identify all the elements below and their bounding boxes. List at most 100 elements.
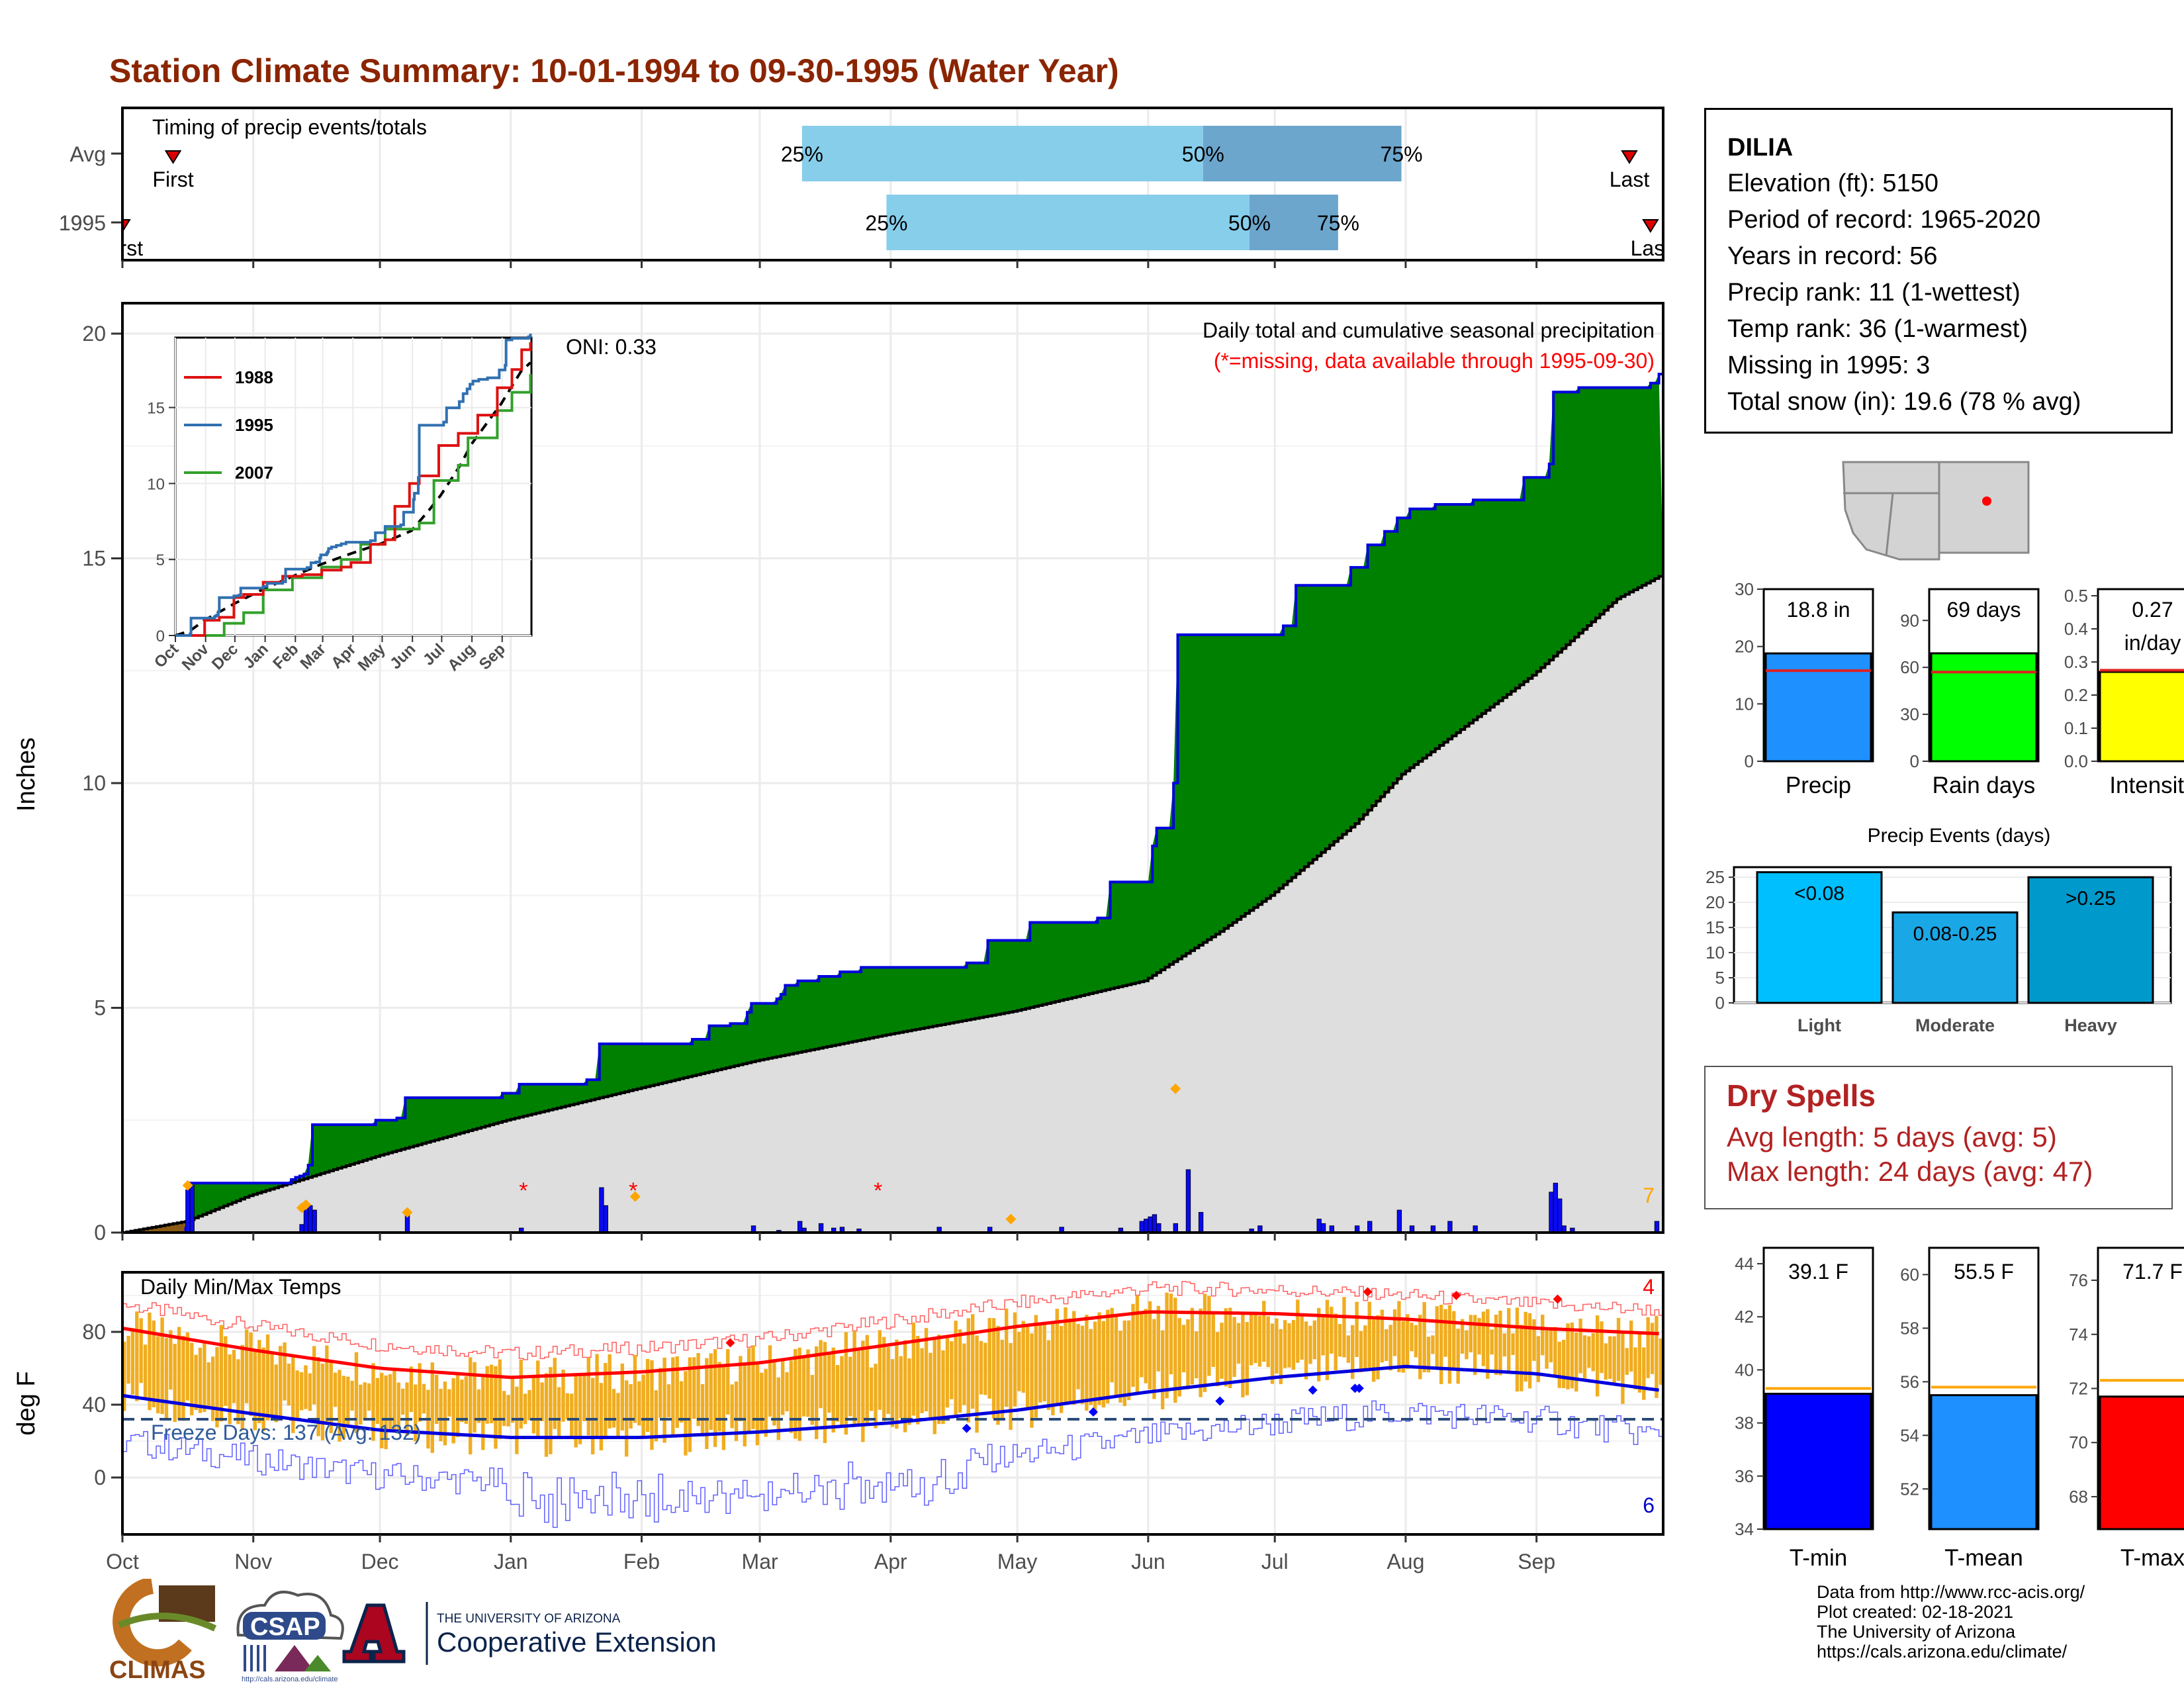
daily-temp-bar <box>1426 1336 1431 1373</box>
daily-temp-bar <box>1612 1336 1616 1385</box>
event-bar-label: >0.25 <box>2066 888 2116 910</box>
daily-temp-bar <box>1177 1318 1181 1397</box>
daily-temp-bar <box>1279 1329 1283 1384</box>
ua-small-text: THE UNIVERSITY OF ARIZONA <box>437 1612 621 1626</box>
timing-bar-50-75 <box>1249 195 1338 250</box>
daily-temp-bar <box>1608 1336 1612 1380</box>
record-low-count: 6 <box>1643 1493 1655 1517</box>
daily-temp-bar <box>1257 1315 1262 1367</box>
daily-temp-bar <box>206 1362 210 1407</box>
small-bar-tick-label: 30 <box>1735 579 1754 599</box>
event-category: Heavy <box>2064 1015 2117 1035</box>
daily-temp-bar <box>1469 1315 1473 1352</box>
daily-temp-bar <box>1655 1315 1659 1398</box>
daily-temp-bar <box>810 1375 815 1425</box>
daily-temp-bar <box>173 1344 177 1423</box>
university-of-arizona-logo[interactable]: THE UNIVERSITY OF ARIZONA Cooperative Ex… <box>342 1602 717 1665</box>
daily-temp-bar <box>371 1363 375 1441</box>
daily-temp-bar <box>1490 1329 1494 1355</box>
daily-precip-bar <box>189 1185 195 1233</box>
daily-temp-bar <box>1017 1332 1021 1391</box>
daily-temp-bar <box>1532 1319 1536 1361</box>
daily-temp-bar <box>392 1368 396 1433</box>
daily-temp-bar <box>1148 1301 1152 1389</box>
daily-temp-bar <box>780 1359 785 1415</box>
daily-temp-bar <box>1342 1297 1346 1358</box>
daily-temp-bar <box>1245 1322 1249 1395</box>
daily-temp-bar <box>895 1339 899 1429</box>
daily-temp-bar <box>148 1312 152 1411</box>
events-tick-label: 20 <box>1706 892 1725 912</box>
daily-temp-bar <box>890 1359 895 1427</box>
credits: Data from http://www.rcc-acis.org/Plot c… <box>1817 1582 2085 1662</box>
daily-temp-bar <box>265 1334 270 1421</box>
daily-temp-bar <box>405 1382 409 1436</box>
month-label: Nov <box>234 1550 272 1573</box>
event-bar-label: 0.08-0.25 <box>1913 923 1997 945</box>
daily-temp-bar <box>287 1363 291 1406</box>
inset-y-tick-label: 15 <box>147 400 165 418</box>
daily-temp-bar <box>400 1388 405 1415</box>
daily-temp-bar <box>1536 1336 1541 1382</box>
daily-temp-bar <box>1566 1323 1570 1389</box>
daily-temp-bar <box>418 1363 422 1422</box>
daily-precip-bar <box>1320 1223 1326 1233</box>
month-label: Sep <box>1518 1550 1555 1573</box>
daily-temp-bar <box>730 1384 734 1429</box>
daily-temp-bar <box>1477 1318 1481 1355</box>
daily-precip-bar <box>603 1205 608 1233</box>
daily-temp-bar <box>844 1332 848 1435</box>
daily-temp-bar <box>1498 1310 1502 1376</box>
daily-temp-bar <box>1633 1347 1637 1389</box>
temp-bar-tick-label: 74 <box>2069 1325 2088 1344</box>
csap-url: http://cals.arizona.edu/climate <box>242 1675 338 1683</box>
daily-temp-bar <box>1059 1325 1064 1413</box>
daily-temp-bar <box>641 1374 645 1438</box>
timing-p50-label: 50% <box>1182 142 1224 166</box>
daily-precip-bar <box>1396 1209 1402 1233</box>
daily-temp-bar <box>996 1325 1000 1425</box>
daily-temp-bar <box>1494 1315 1498 1375</box>
daily-temp-bar <box>1287 1323 1291 1368</box>
daily-precip-bar <box>599 1187 604 1233</box>
daily-temp-bar <box>874 1364 878 1429</box>
daily-temp-bar <box>388 1374 392 1431</box>
daily-temp-bar <box>169 1330 173 1390</box>
daily-temp-bar <box>1220 1323 1224 1379</box>
station-name: DILIA <box>1727 134 1794 162</box>
daily-temp-bar <box>933 1340 936 1434</box>
daily-temp-bar <box>1388 1325 1392 1371</box>
daily-temp-bar <box>637 1381 641 1426</box>
record-high-marker <box>1451 1291 1461 1300</box>
temp-bar-value <box>2099 1395 2184 1530</box>
daily-temp-bar <box>705 1358 709 1450</box>
daily-temp-bar <box>502 1391 506 1427</box>
month-axis: Oct Nov Dec Jan Feb Mar Apr May Jun Jul Aug Sep <box>106 1534 1555 1573</box>
daily-temp-bar <box>1355 1301 1359 1357</box>
daily-temp-bar <box>1578 1319 1582 1374</box>
climas-logo[interactable]: CLIMAS <box>109 1579 217 1684</box>
daily-temp-bar <box>1650 1323 1655 1374</box>
record-precip-marker <box>182 1180 193 1191</box>
daily-temp-bar <box>1144 1309 1148 1383</box>
daily-temp-bar <box>1135 1295 1140 1393</box>
ua-big-text: Cooperative Extension <box>437 1626 717 1658</box>
daily-temp-bar <box>375 1378 380 1425</box>
daily-temp-bar <box>1549 1327 1553 1362</box>
credit-line: The University of Arizona <box>1817 1622 2016 1642</box>
record-precip-marker <box>402 1207 413 1218</box>
daily-temp-bar <box>958 1329 962 1413</box>
temp-y-tick-label: 40 <box>82 1393 106 1417</box>
temp-y-tick-label: 80 <box>82 1320 106 1344</box>
daily-temp-bar <box>1397 1301 1401 1372</box>
small-bar-tick-label: 0.1 <box>2064 718 2088 738</box>
daily-temp-bar <box>1068 1318 1072 1404</box>
daily-temp-bar <box>1465 1330 1469 1360</box>
csap-logo[interactable]: CSAP http://cals.arizona.edu/climate <box>236 1591 344 1683</box>
daily-temp-bar <box>819 1340 823 1409</box>
dry-spells-box: Dry Spells Avg length: 5 days (avg: 5) M… <box>1704 1066 2173 1209</box>
daily-temp-bar <box>160 1317 164 1415</box>
daily-temp-bar <box>1359 1331 1363 1372</box>
daily-temp-bar <box>734 1382 739 1441</box>
main-charts: Station Climate Summary: 10-01-1994 to 0… <box>13 52 1671 1573</box>
